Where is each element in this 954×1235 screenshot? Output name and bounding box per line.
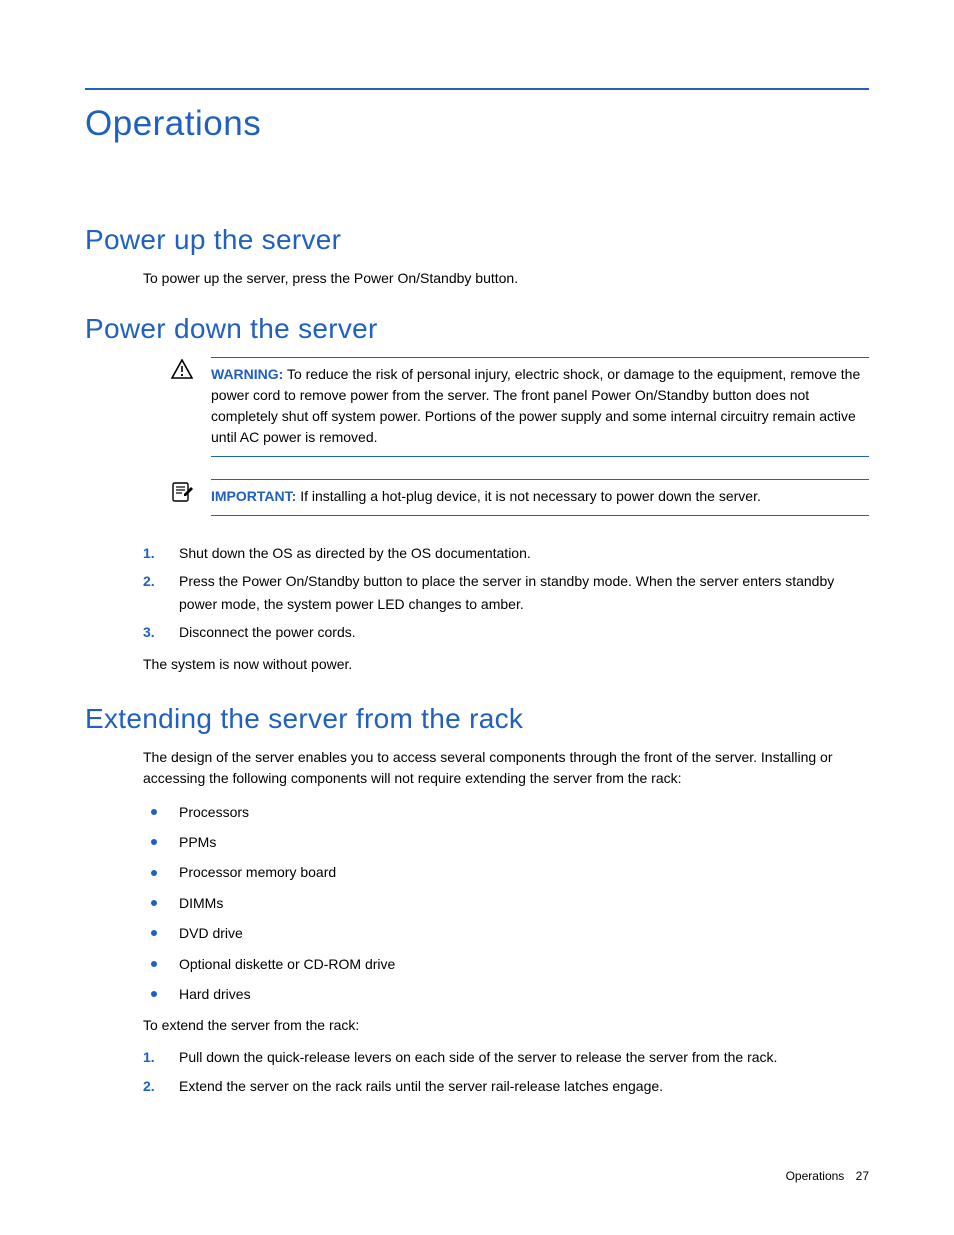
list-text: Shut down the OS as directed by the OS d… bbox=[179, 542, 869, 564]
footer-label: Operations bbox=[786, 1169, 845, 1183]
important-label: IMPORTANT: bbox=[211, 488, 296, 504]
extend-bullets: Processors PPMs Processor memory board D… bbox=[143, 801, 869, 1006]
important-body: IMPORTANT: If installing a hot-plug devi… bbox=[211, 479, 869, 516]
warning-label: WARNING: bbox=[211, 366, 283, 382]
section-title-extend: Extending the server from the rack bbox=[85, 703, 869, 735]
list-text: Processor memory board bbox=[179, 861, 336, 883]
bullet-icon bbox=[143, 809, 179, 815]
list-item: Optional diskette or CD-ROM drive bbox=[143, 953, 869, 975]
list-item: 2.Press the Power On/Standby button to p… bbox=[143, 570, 869, 615]
list-text: Press the Power On/Standby button to pla… bbox=[179, 570, 869, 615]
list-text: Optional diskette or CD-ROM drive bbox=[179, 953, 395, 975]
section-title-power-down: Power down the server bbox=[85, 313, 869, 345]
section-title-power-up: Power up the server bbox=[85, 224, 869, 256]
list-text: Hard drives bbox=[179, 983, 251, 1005]
list-item: DIMMs bbox=[143, 892, 869, 914]
bullet-icon bbox=[143, 991, 179, 997]
page-footer: Operations 27 bbox=[786, 1169, 869, 1183]
list-text: Extend the server on the rack rails unti… bbox=[179, 1075, 869, 1097]
power-down-trailer: The system is now without power. bbox=[143, 654, 869, 675]
footer-page-number: 27 bbox=[856, 1169, 869, 1183]
bullet-icon bbox=[143, 839, 179, 845]
list-item: Processor memory board bbox=[143, 861, 869, 883]
bullet-icon bbox=[143, 930, 179, 936]
list-item: 3.Disconnect the power cords. bbox=[143, 621, 869, 643]
warning-body: WARNING: To reduce the risk of personal … bbox=[211, 357, 869, 457]
important-text: If installing a hot-plug device, it is n… bbox=[300, 488, 761, 504]
list-item: 2.Extend the server on the rack rails un… bbox=[143, 1075, 869, 1097]
list-number: 2. bbox=[143, 1075, 179, 1097]
list-text: Processors bbox=[179, 801, 249, 823]
list-text: Disconnect the power cords. bbox=[179, 621, 869, 643]
warning-icon bbox=[171, 359, 193, 384]
list-number: 1. bbox=[143, 542, 179, 564]
extend-lead: To extend the server from the rack: bbox=[143, 1015, 869, 1036]
power-up-body: To power up the server, press the Power … bbox=[143, 268, 869, 289]
list-item: Hard drives bbox=[143, 983, 869, 1005]
list-text: DIMMs bbox=[179, 892, 223, 914]
bullet-icon bbox=[143, 870, 179, 876]
list-number: 3. bbox=[143, 621, 179, 643]
important-callout: IMPORTANT: If installing a hot-plug devi… bbox=[171, 479, 869, 516]
bullet-icon bbox=[143, 961, 179, 967]
list-text: Pull down the quick-release levers on ea… bbox=[179, 1046, 869, 1068]
top-rule bbox=[85, 88, 869, 90]
list-text: DVD drive bbox=[179, 922, 243, 944]
warning-text: To reduce the risk of personal injury, e… bbox=[211, 366, 860, 445]
extend-intro: The design of the server enables you to … bbox=[143, 747, 869, 789]
list-number: 1. bbox=[143, 1046, 179, 1068]
power-down-steps: 1.Shut down the OS as directed by the OS… bbox=[143, 542, 869, 644]
list-item: DVD drive bbox=[143, 922, 869, 944]
list-text: PPMs bbox=[179, 831, 216, 853]
bullet-icon bbox=[143, 900, 179, 906]
warning-callout: WARNING: To reduce the risk of personal … bbox=[171, 357, 869, 457]
list-item: 1.Shut down the OS as directed by the OS… bbox=[143, 542, 869, 564]
chapter-title: Operations bbox=[85, 104, 869, 144]
extend-steps: 1.Pull down the quick-release levers on … bbox=[143, 1046, 869, 1097]
list-item: 1.Pull down the quick-release levers on … bbox=[143, 1046, 869, 1068]
list-number: 2. bbox=[143, 570, 179, 615]
list-item: PPMs bbox=[143, 831, 869, 853]
list-item: Processors bbox=[143, 801, 869, 823]
important-icon bbox=[171, 481, 193, 508]
